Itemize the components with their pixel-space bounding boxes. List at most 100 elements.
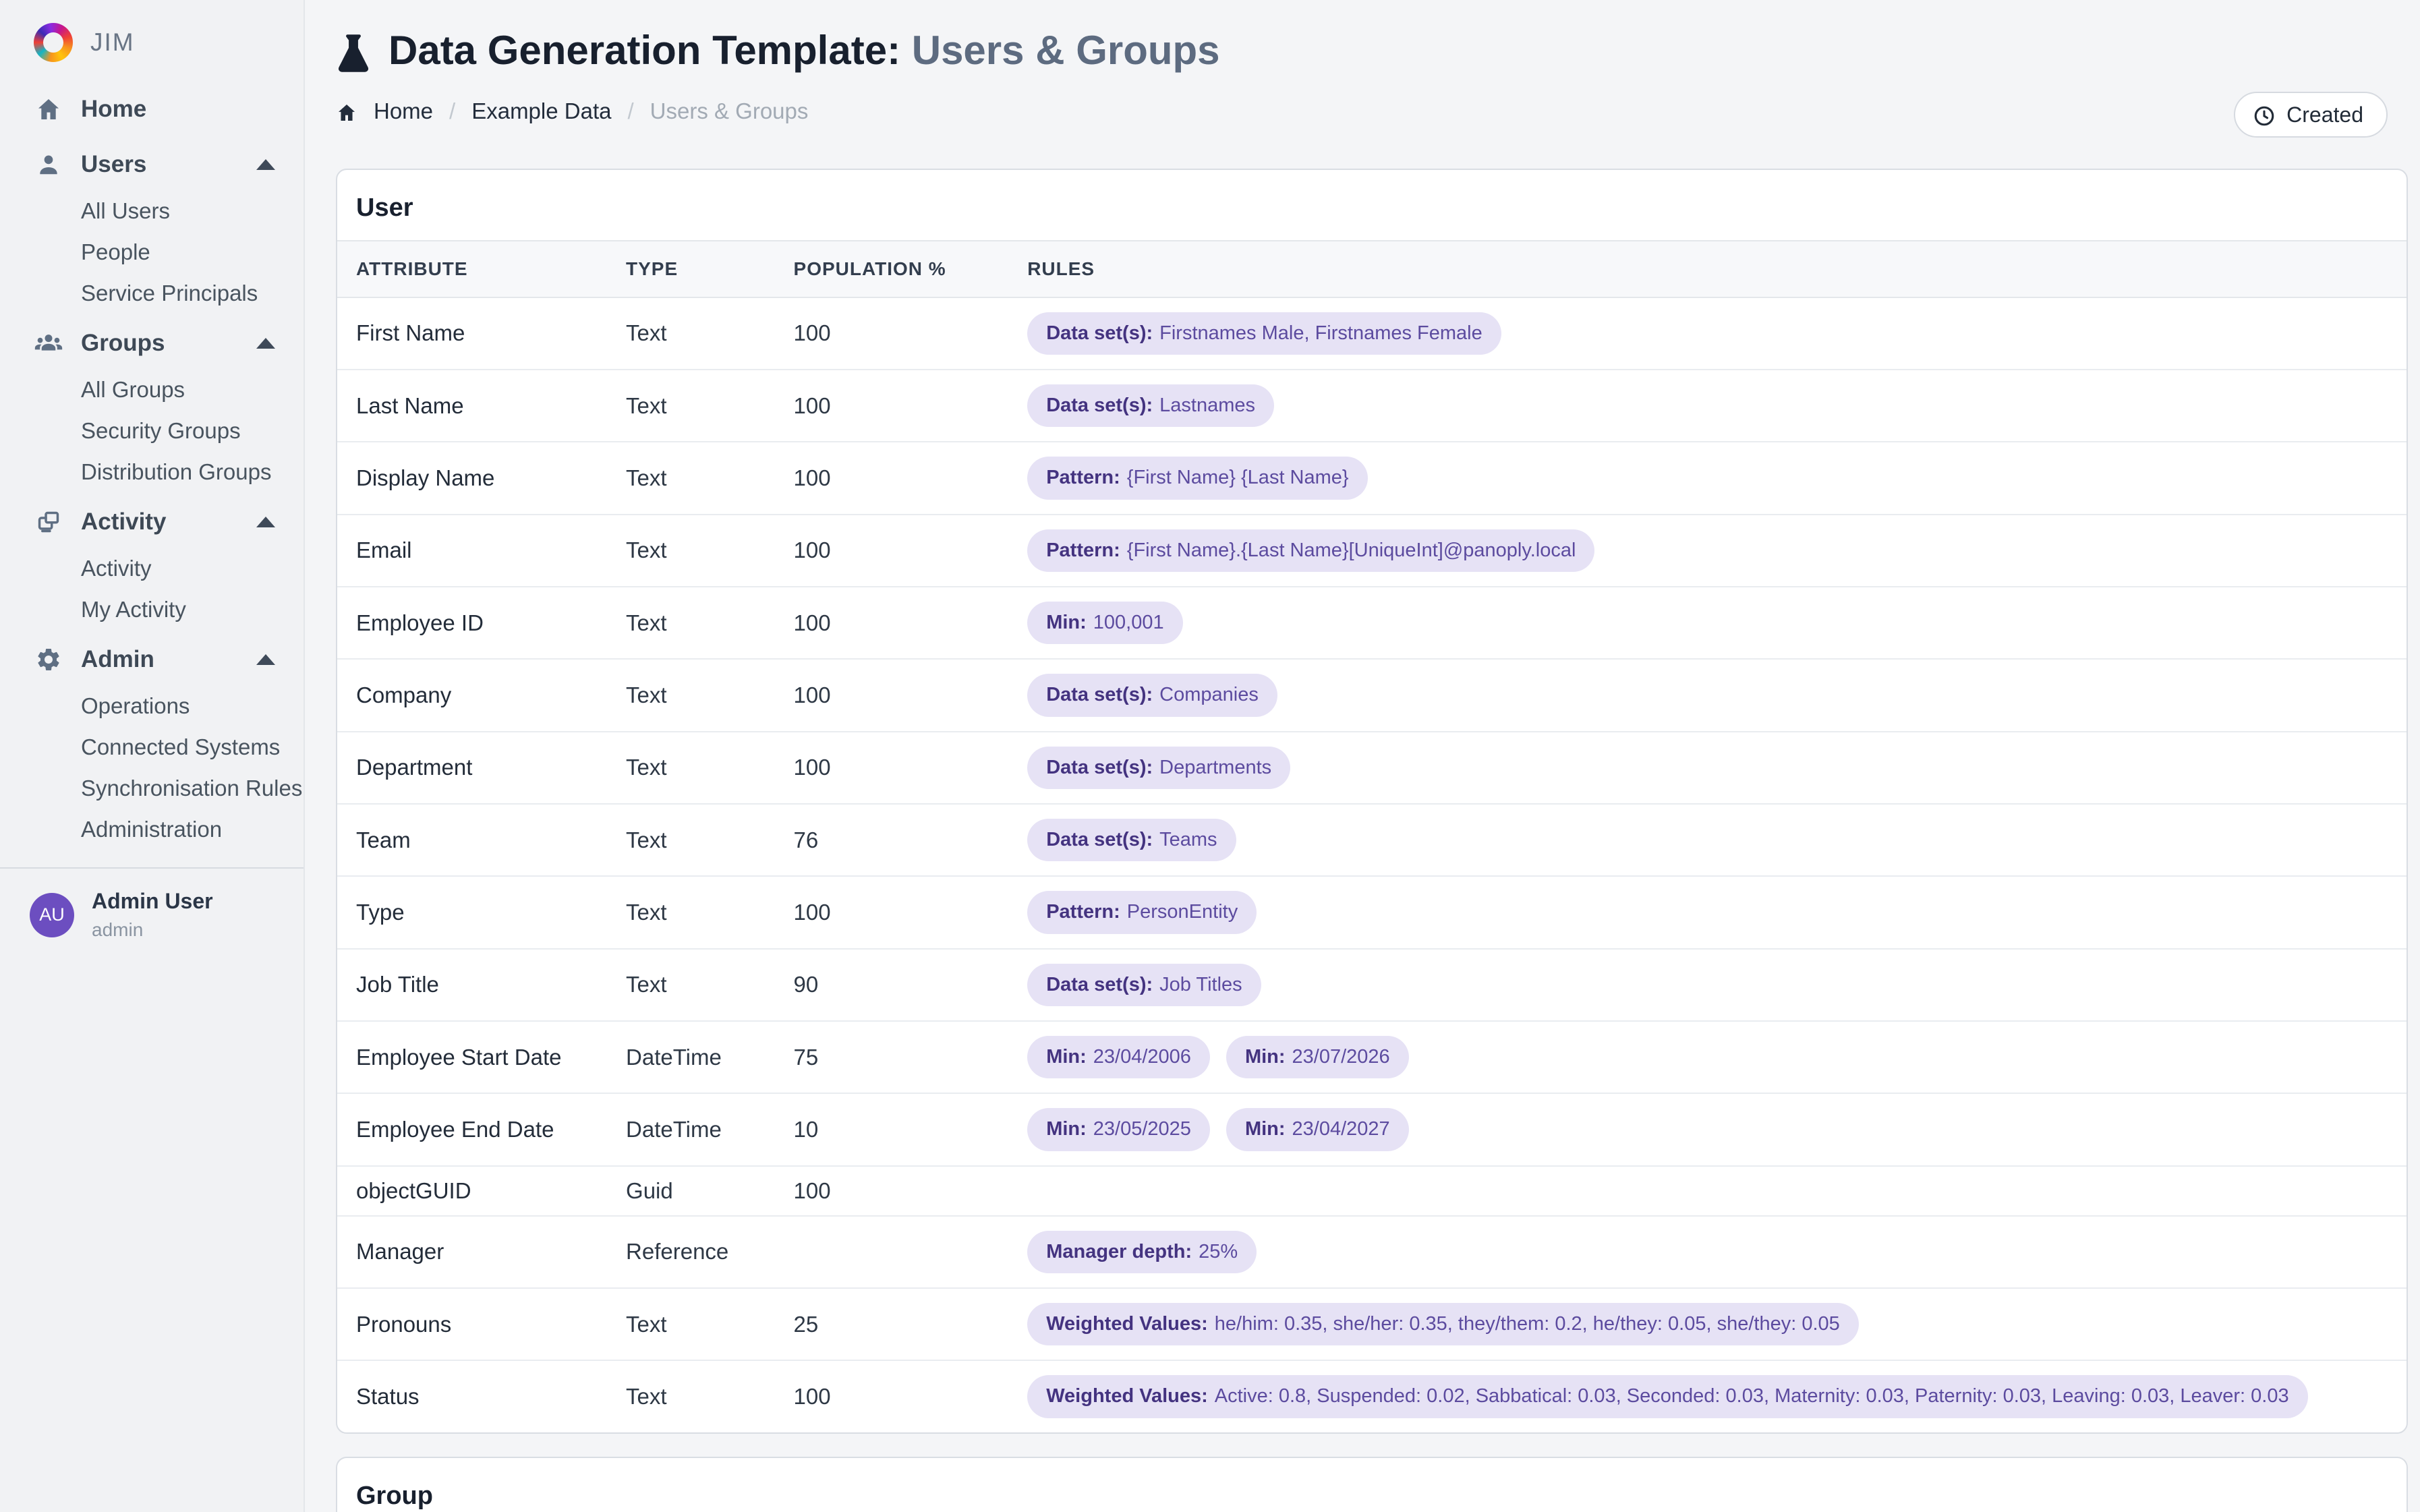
breadcrumb-home[interactable]: Home: [374, 98, 433, 124]
rule-pill: Data set(s):Job Titles: [1027, 964, 1261, 1006]
flask-icon: [336, 27, 371, 74]
column-header-attribute: ATTRIBUTE: [337, 241, 612, 297]
user-role: admin: [92, 919, 213, 941]
table-row: Team Text 76 Data set(s):Teams: [337, 804, 2407, 876]
rule-pill: Weighted Values:Active: 0.8, Suspended: …: [1027, 1375, 2307, 1418]
clock-icon: [2253, 102, 2276, 127]
page-title: Data Generation Template: Users & Groups: [336, 27, 2408, 74]
table-row: Pronouns Text 25 Weighted Values:he/him:…: [337, 1288, 2407, 1360]
sidebar-item-synchronisation-rules[interactable]: Synchronisation Rules: [0, 767, 304, 809]
chevron-up-icon[interactable]: [256, 159, 275, 170]
sidebar-item-label: Groups: [81, 330, 165, 357]
group-card: Group ATTRIBUTE TYPE POPULATION % RULES: [336, 1457, 2408, 1512]
table-header-row: ATTRIBUTE TYPE POPULATION % RULES: [337, 241, 2407, 297]
attribute-cell: First Name: [337, 297, 612, 370]
sidebar-item-my-activity[interactable]: My Activity: [0, 589, 304, 630]
attribute-cell: Employee ID: [337, 587, 612, 659]
type-cell: DateTime: [612, 1093, 780, 1165]
type-cell: Text: [612, 1288, 780, 1360]
rule-pill: Data set(s):Firstnames Male, Firstnames …: [1027, 312, 1501, 355]
avatar: AU: [30, 893, 74, 937]
sidebar-item-distribution-groups[interactable]: Distribution Groups: [0, 451, 304, 492]
population-cell: 100: [780, 587, 1014, 659]
sidebar-item-label: Activity: [81, 508, 166, 535]
population-cell: 100: [780, 732, 1014, 804]
attribute-cell: Display Name: [337, 442, 612, 514]
attribute-cell: Last Name: [337, 370, 612, 442]
rule-pill: Min:23/07/2026: [1226, 1036, 1409, 1078]
sidebar-item-groups[interactable]: Groups: [0, 318, 304, 369]
sidebar-item-all-groups[interactable]: All Groups: [0, 369, 304, 410]
rule-pill: Min:23/04/2006: [1027, 1036, 1210, 1078]
sidebar-item-operations[interactable]: Operations: [0, 685, 304, 726]
user-profile[interactable]: AU Admin User admin: [0, 869, 304, 941]
breadcrumb-separator: /: [449, 98, 455, 124]
population-cell: 76: [780, 804, 1014, 876]
sidebar-item-label: Admin: [81, 646, 154, 673]
sidebar-item-admin[interactable]: Admin: [0, 634, 304, 685]
population-cell: 10: [780, 1093, 1014, 1165]
user-table: ATTRIBUTE TYPE POPULATION % RULES First …: [337, 240, 2407, 1432]
population-cell: [780, 1216, 1014, 1288]
gear-icon: [32, 646, 65, 673]
app-logo[interactable]: JIM: [0, 0, 304, 62]
rule-pill: Weighted Values:he/him: 0.35, she/her: 0…: [1027, 1303, 1859, 1345]
population-cell: 100: [780, 876, 1014, 948]
rule-pill: Data set(s):Companies: [1027, 674, 1277, 716]
attribute-cell: Pronouns: [337, 1288, 612, 1360]
attribute-cell: Employee Start Date: [337, 1021, 612, 1093]
table-row: Status Text 100 Weighted Values:Active: …: [337, 1360, 2407, 1432]
column-header-type: TYPE: [612, 241, 780, 297]
attribute-cell: Department: [337, 732, 612, 804]
table-row: Last Name Text 100 Data set(s):Lastnames: [337, 370, 2407, 442]
sidebar-item-home[interactable]: Home: [0, 84, 304, 135]
rule-pill: Min:100,001: [1027, 602, 1182, 644]
attribute-cell: objectGUID: [337, 1166, 612, 1216]
population-cell: 100: [780, 659, 1014, 731]
sidebar-item-security-groups[interactable]: Security Groups: [0, 410, 304, 451]
rule-pill: Pattern:{First Name}.{Last Name}[UniqueI…: [1027, 529, 1594, 572]
sidebar-item-service-principals[interactable]: Service Principals: [0, 272, 304, 314]
sidebar-item-administration[interactable]: Administration: [0, 809, 304, 850]
jim-logo-ring-icon: [34, 23, 73, 62]
attribute-cell: Employee End Date: [337, 1093, 612, 1165]
sidebar-item-people[interactable]: People: [0, 231, 304, 272]
sidebar: JIM Home Users All Users People Service …: [0, 0, 305, 1512]
sidebar-item-label: Home: [81, 96, 146, 123]
sidebar-item-activity[interactable]: Activity: [0, 496, 304, 548]
table-row: Type Text 100 Pattern:PersonEntity: [337, 876, 2407, 948]
population-cell: 100: [780, 297, 1014, 370]
rule-pill: Pattern:{First Name} {Last Name}: [1027, 457, 1367, 499]
breadcrumb-current: Users & Groups: [650, 98, 809, 124]
type-cell: Text: [612, 587, 780, 659]
table-row: Job Title Text 90 Data set(s):Job Titles: [337, 949, 2407, 1021]
attribute-cell: Company: [337, 659, 612, 731]
population-cell: 100: [780, 370, 1014, 442]
sidebar-item-connected-systems[interactable]: Connected Systems: [0, 726, 304, 767]
status-badge: Created: [2234, 92, 2388, 138]
chevron-up-icon[interactable]: [256, 654, 275, 665]
breadcrumb-example-data[interactable]: Example Data: [471, 98, 611, 124]
sidebar-item-all-users[interactable]: All Users: [0, 190, 304, 231]
chevron-up-icon[interactable]: [256, 517, 275, 527]
rule-pill: Min:23/05/2025: [1027, 1108, 1210, 1151]
main-content: Data Generation Template: Users & Groups…: [305, 0, 2420, 1512]
population-cell: 25: [780, 1288, 1014, 1360]
home-icon: [336, 98, 357, 124]
type-cell: Text: [612, 1360, 780, 1432]
people-group-icon: [32, 328, 65, 358]
user-name: Admin User: [92, 889, 213, 914]
rule-pill: Manager depth:25%: [1027, 1231, 1257, 1273]
sidebar-item-users[interactable]: Users: [0, 139, 304, 190]
attribute-cell: Status: [337, 1360, 612, 1432]
sidebar-item-activity-sub[interactable]: Activity: [0, 548, 304, 589]
chevron-up-icon[interactable]: [256, 338, 275, 349]
table-row: Employee Start Date DateTime 75 Min:23/0…: [337, 1021, 2407, 1093]
type-cell: Text: [612, 732, 780, 804]
table-row: Manager Reference Manager depth:25%: [337, 1216, 2407, 1288]
user-card-title: User: [337, 170, 2407, 240]
table-row: objectGUID Guid 100: [337, 1166, 2407, 1216]
breadcrumb: Home / Example Data / Users & Groups: [336, 98, 2408, 124]
table-row: Email Text 100 Pattern:{First Name}.{Las…: [337, 515, 2407, 587]
population-cell: 75: [780, 1021, 1014, 1093]
